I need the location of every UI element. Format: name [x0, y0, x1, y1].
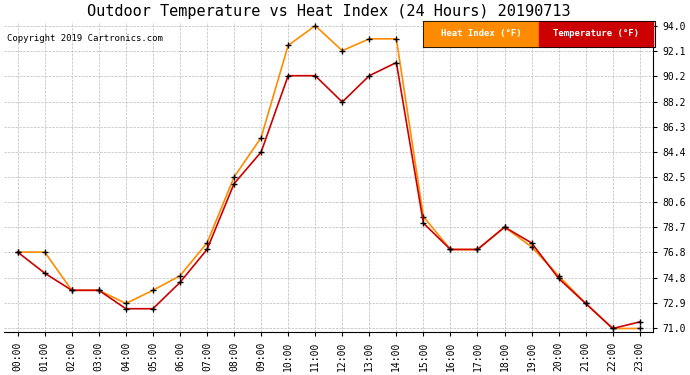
- Text: Heat Index (°F): Heat Index (°F): [441, 29, 522, 38]
- Text: Copyright 2019 Cartronics.com: Copyright 2019 Cartronics.com: [7, 34, 163, 43]
- Text: Temperature (°F): Temperature (°F): [553, 29, 640, 38]
- Title: Outdoor Temperature vs Heat Index (24 Hours) 20190713: Outdoor Temperature vs Heat Index (24 Ho…: [87, 4, 571, 19]
